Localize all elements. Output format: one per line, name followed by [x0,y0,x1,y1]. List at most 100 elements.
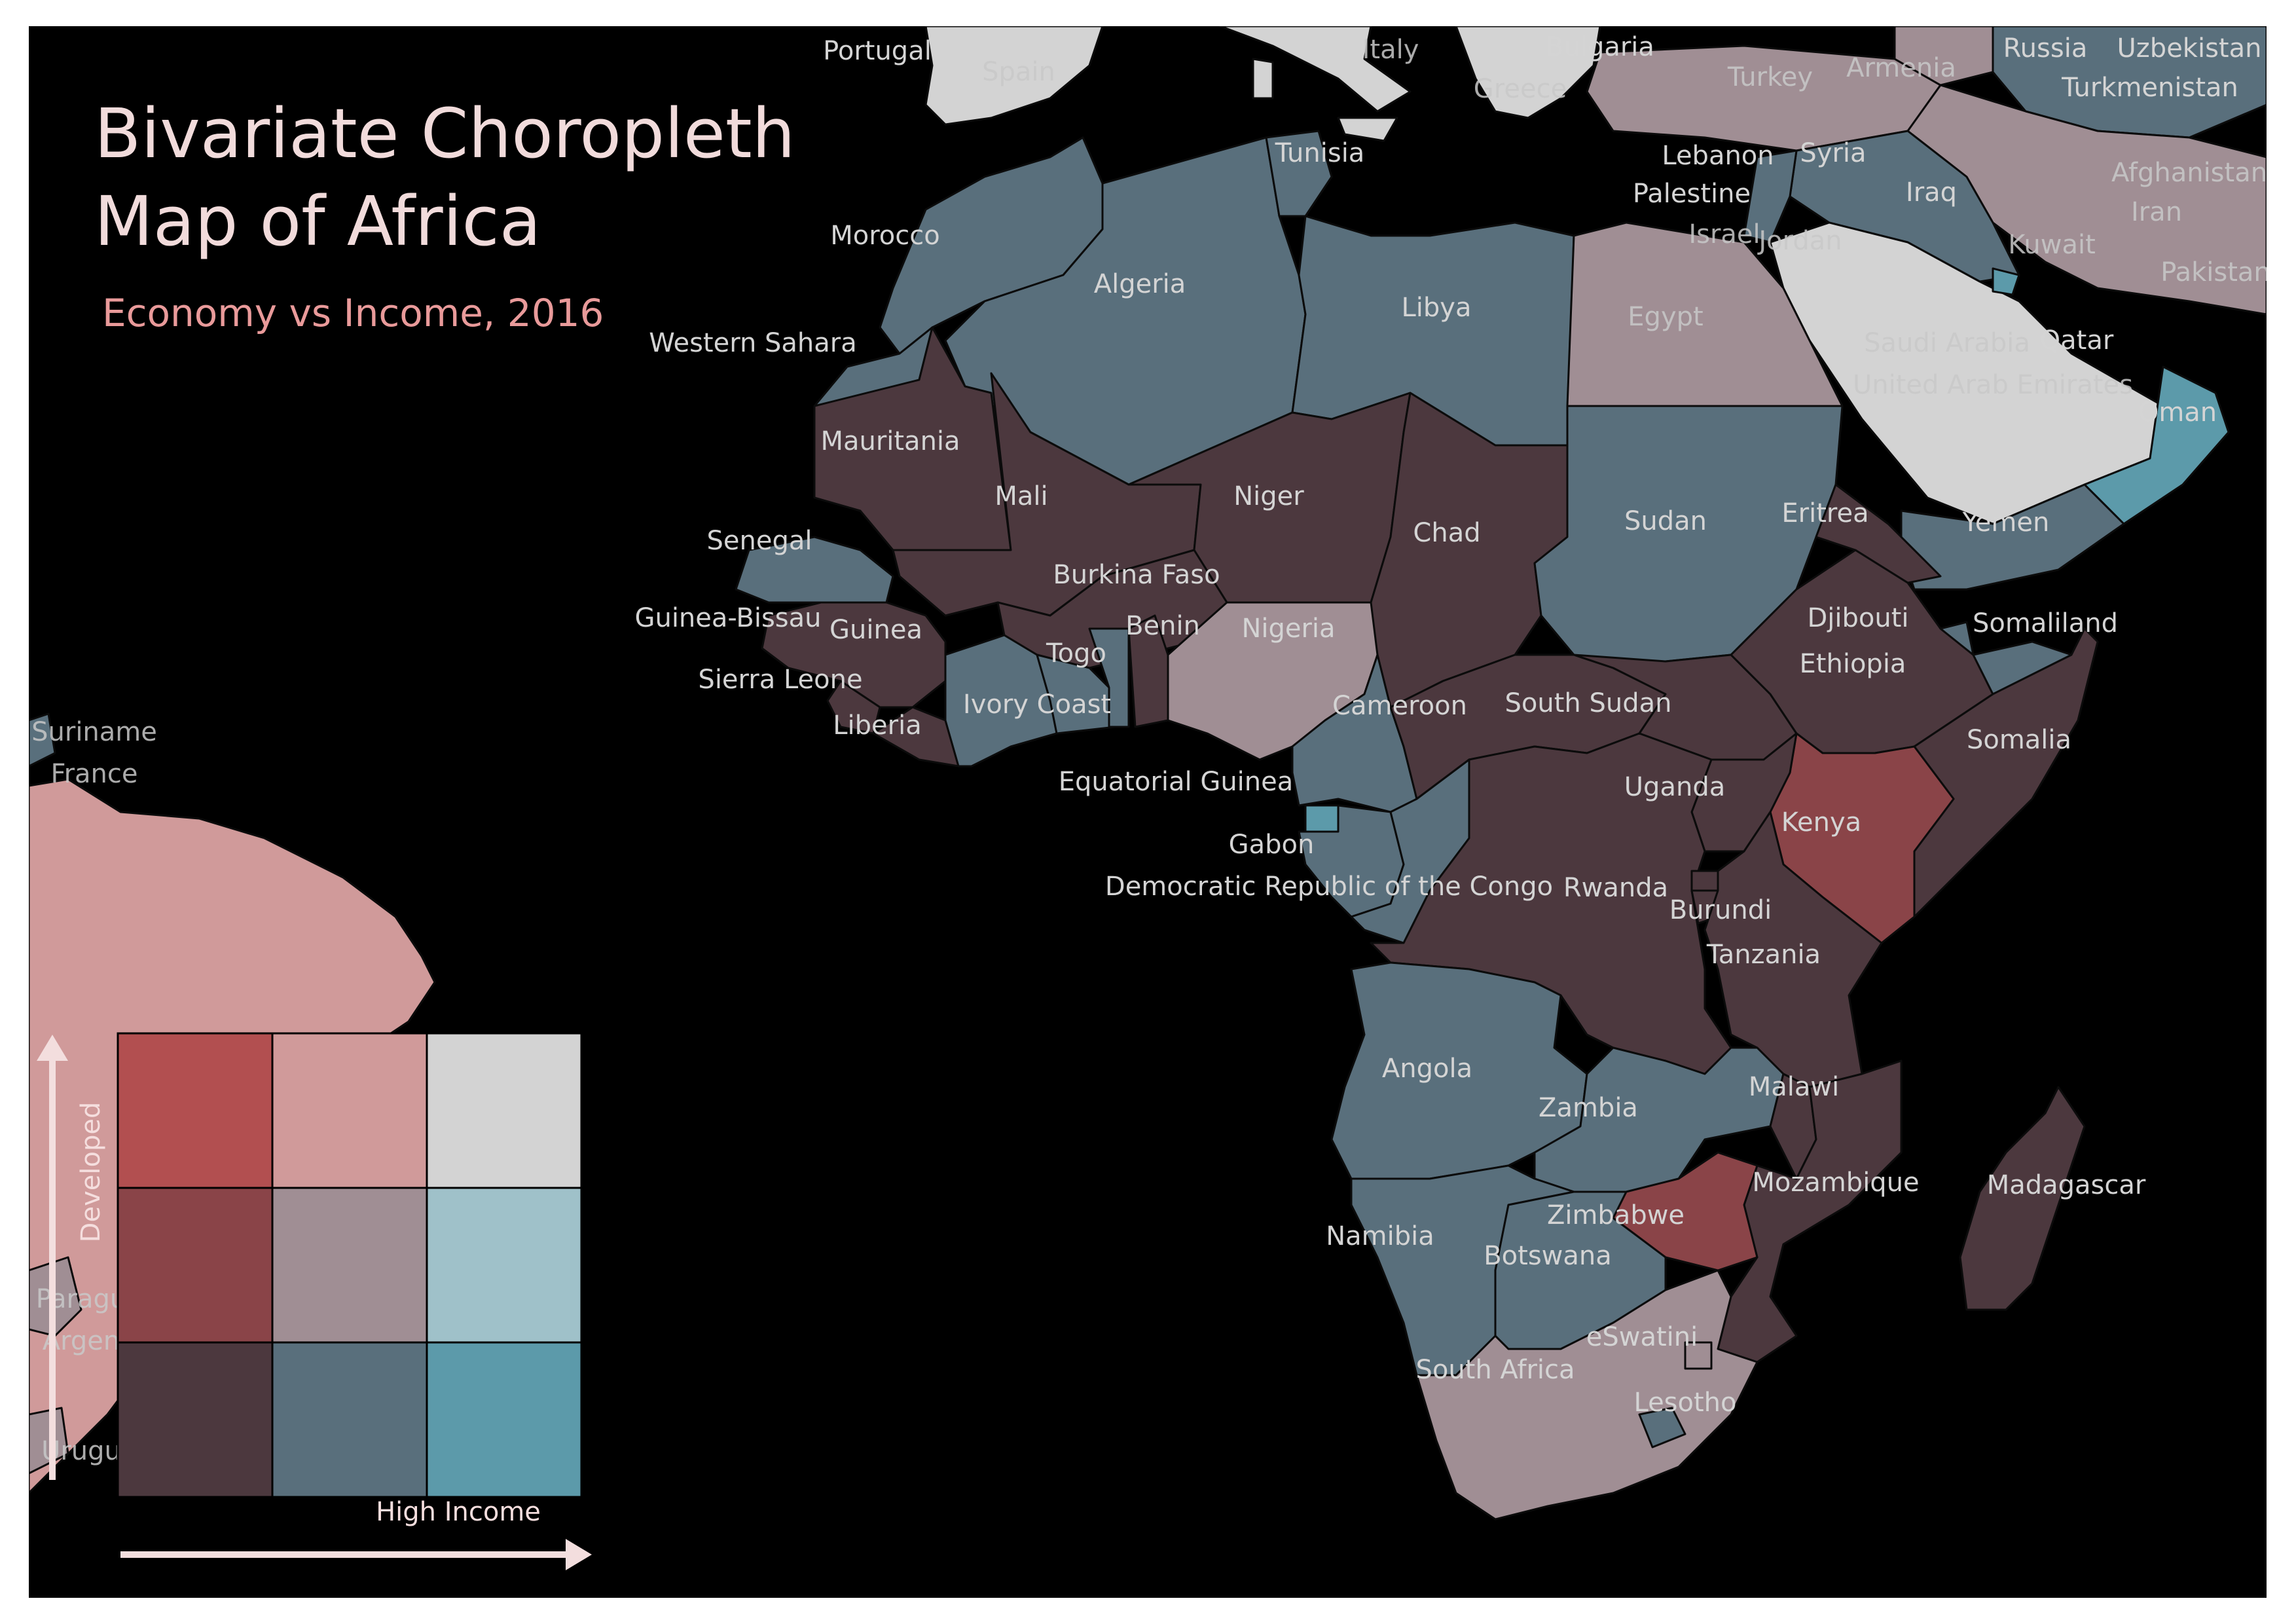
label-burkina-faso: Burkina Faso [1053,560,1220,590]
label-algeria: Algeria [1094,269,1186,299]
label-gabon: Gabon [1229,830,1315,860]
legend-x-axis-label: High Income [376,1497,541,1527]
map-frame: Portugal Spain Italy Bulgaria Greece Tur… [29,26,2267,1598]
label-israel: Israel [1688,219,1760,249]
country-labels: Portugal Spain Italy Bulgaria Greece Tur… [31,32,2267,1466]
x-axis-arrow-head [566,1539,592,1570]
label-benin: Benin [1125,611,1200,641]
label-armenia: Armenia [1846,53,1956,83]
label-djibouti: Djibouti [1807,603,1908,633]
label-south-sudan: South Sudan [1505,688,1672,718]
bivariate-legend: Developed High Income [37,1032,592,1570]
south-africa-shape [1415,1269,1758,1521]
label-somaliland: Somaliland [1973,608,2118,638]
map-title-line1: Bivariate Choropleth [94,94,795,174]
label-greece: Greece [1474,74,1567,104]
label-angola: Angola [1382,1054,1472,1084]
map-canvas: Portugal Spain Italy Bulgaria Greece Tur… [29,26,2267,1570]
label-botswana: Botswana [1484,1241,1612,1271]
label-eswatini: eSwatini [1586,1322,1698,1352]
togo-shape [1088,627,1130,728]
label-mali: Mali [994,481,1048,511]
label-turkey: Turkey [1727,62,1813,92]
label-syria: Syria [1800,138,1866,168]
legend-grid [117,1032,583,1498]
label-palestine: Palestine [1633,179,1751,209]
equatorial-guinea-shape [1304,804,1339,833]
label-senegal: Senegal [707,526,812,556]
label-liberia: Liberia [833,710,921,741]
label-egypt: Egypt [1628,302,1703,332]
label-uzbekistan: Uzbekistan [2117,33,2262,64]
label-ethiopia: Ethiopia [1800,649,1906,679]
label-lebanon: Lebanon [1662,141,1774,171]
label-niger: Niger [1233,481,1304,511]
label-iraq: Iraq [1906,177,1957,208]
rwanda-shape [1690,870,1719,892]
label-yemen: Yemen [1962,507,2050,538]
label-somalia: Somalia [1967,725,2071,755]
label-saudi-arabia: Saudi Arabia [1864,328,2030,358]
label-uae: United Arab Emirates [1853,370,2133,400]
suriname-shape [29,712,56,767]
legend-cell-dev-low-income-low [117,1341,274,1498]
label-sierra-leone: Sierra Leone [698,665,862,695]
legend-cell-dev-high-income-high [426,1032,583,1189]
label-zimbabwe: Zimbabwe [1547,1200,1685,1230]
label-drc: Democratic Republic of the Congo [1105,872,1553,902]
label-kenya: Kenya [1781,807,1861,838]
caucasus-shape [1893,26,1994,86]
label-afghanistan: Afghanistan [2111,158,2267,188]
label-bulgaria: Bulgaria [1546,32,1654,62]
tunisia-shape [1265,130,1333,217]
label-zambia: Zambia [1539,1093,1638,1123]
label-namibia: Namibia [1326,1221,1434,1251]
oman-shape [2083,365,2230,525]
label-south-africa: South Africa [1415,1355,1575,1385]
label-rwanda: Rwanda [1563,873,1668,903]
italy-shape [1219,26,1412,113]
label-malawi: Malawi [1749,1072,1839,1102]
guinea-shape [761,601,947,709]
europe-landmass [924,26,2267,591]
label-mozambique: Mozambique [1752,1168,1919,1198]
label-nigeria: Nigeria [1241,614,1335,644]
label-tanzania: Tanzania [1706,940,1821,970]
label-morocco: Morocco [830,221,939,251]
legend-cell-dev-mid-income-high [426,1187,583,1344]
label-spain: Spain [982,57,1055,87]
label-guinea: Guinea [829,615,922,645]
label-turkmenistan: Turkmenistan [2061,73,2238,103]
label-portugal: Portugal [823,36,932,66]
label-pakistan: Pakistan [2160,257,2267,287]
lesotho-shape [1638,1407,1686,1449]
label-iran: Iran [2131,197,2182,227]
label-eritrea: Eritrea [1781,498,1868,528]
label-italy: Italy [1362,35,1419,65]
label-ivory-coast: Ivory Coast [963,690,1111,720]
legend-cell-dev-high-income-low [117,1032,274,1189]
label-mauritania: Mauritania [820,426,960,456]
label-burundi: Burundi [1669,895,1772,925]
legend-y-axis-label: Developed [76,1102,106,1243]
sierra-leone-shape [826,680,881,735]
label-lesotho: Lesotho [1633,1388,1736,1418]
mauritania-shape [813,326,1012,551]
legend-cell-dev-low-income-high [426,1341,583,1498]
madagascar-shape [1959,1086,2086,1311]
label-togo: Togo [1046,638,1106,669]
label-russia: Russia [2003,33,2088,64]
label-uganda: Uganda [1624,772,1725,802]
label-kuwait: Kuwait [2008,230,2096,260]
legend-cell-dev-high-income-mid [271,1032,428,1189]
iberia-shape [924,26,1104,126]
label-suriname: Suriname [31,717,157,747]
djibouti-shape [1939,621,1975,656]
label-qatar: Qatar [2040,325,2114,356]
sicily-shape [1337,117,1398,142]
label-western-sahara: Western Sahara [649,328,856,358]
label-cameroon: Cameroon [1332,691,1467,721]
label-guinea-bissau: Guinea-Bissau [634,603,821,633]
legend-cell-dev-low-income-mid [271,1341,428,1498]
y-axis-arrow-head [37,1035,68,1061]
